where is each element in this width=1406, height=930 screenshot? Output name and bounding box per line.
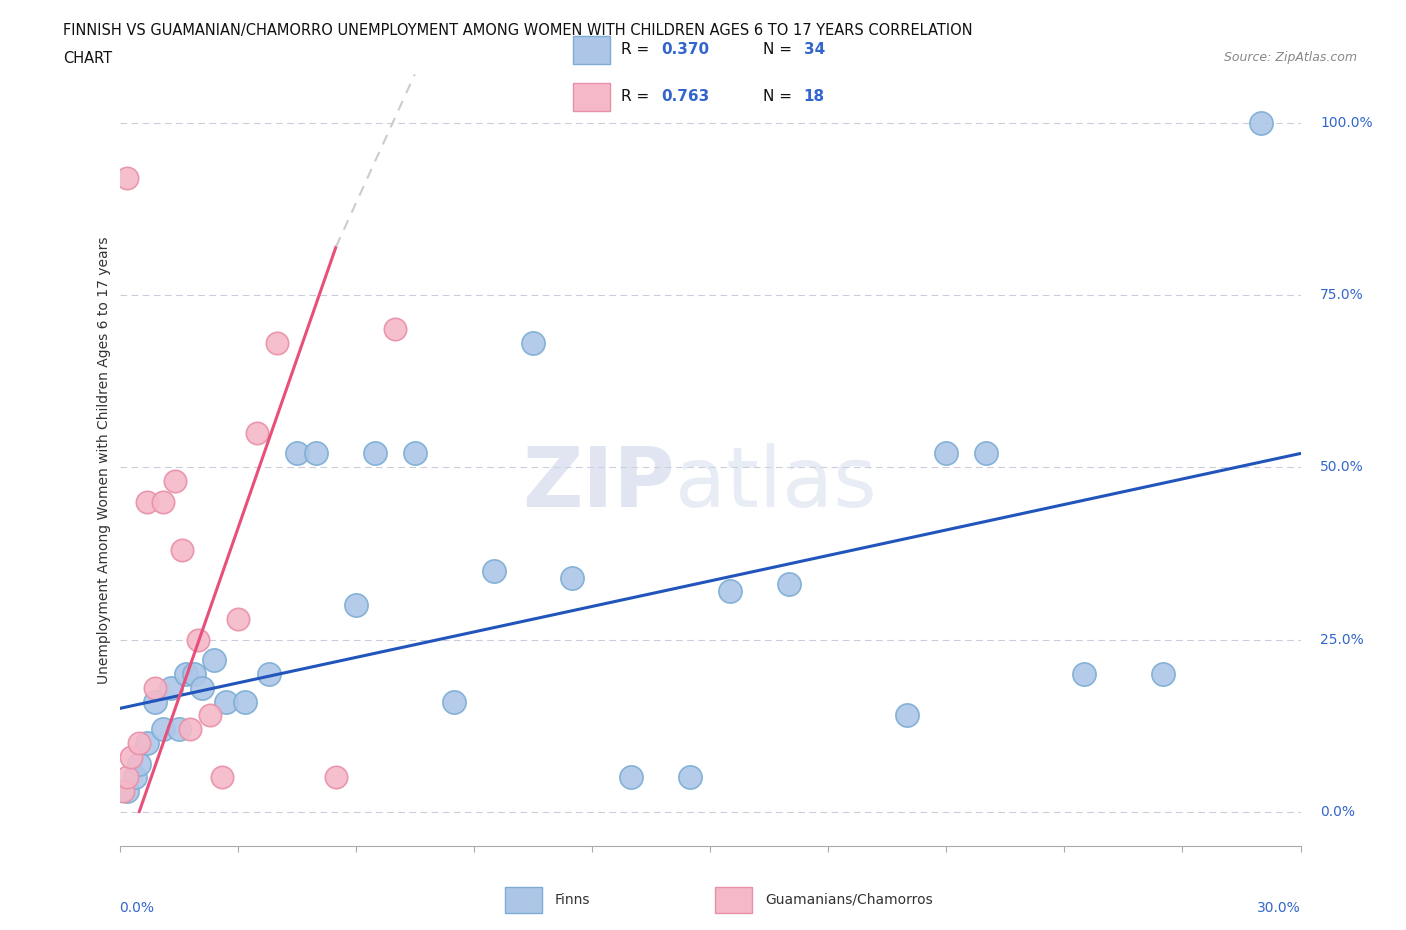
Text: Guamanians/Chamorros: Guamanians/Chamorros (765, 893, 932, 907)
Point (384, 322, 406, 337)
Point (679, 770, 702, 785)
Text: CHART: CHART (63, 51, 112, 66)
Point (778, 577, 800, 591)
Y-axis label: Unemployment Among Women with Children Ages 6 to 17 years: Unemployment Among Women with Children A… (97, 236, 111, 684)
Point (226, 611, 249, 626)
Point (561, 570, 583, 585)
Text: 0.763: 0.763 (661, 89, 710, 104)
Text: Finns: Finns (554, 893, 591, 907)
Text: 18: 18 (804, 89, 825, 104)
Point (285, 446, 308, 461)
Point (1152, 667, 1174, 682)
Point (159, 681, 181, 696)
Point (620, 770, 643, 785)
Text: 0.370: 0.370 (661, 42, 709, 57)
Point (522, 336, 544, 351)
Bar (505, 887, 543, 912)
Text: N =: N = (763, 89, 797, 104)
Text: 0.0%: 0.0% (120, 901, 155, 915)
Point (128, 736, 150, 751)
Point (325, 770, 347, 785)
Point (482, 564, 505, 578)
Point (117, 784, 139, 799)
Point (198, 708, 221, 723)
Point (183, 667, 205, 682)
Point (112, 784, 135, 799)
Point (974, 446, 997, 461)
Point (364, 446, 387, 461)
Point (305, 446, 328, 461)
Point (191, 681, 214, 696)
Point (344, 598, 367, 613)
Text: 50.0%: 50.0% (1320, 460, 1364, 474)
Text: atlas: atlas (675, 443, 876, 524)
Point (187, 632, 209, 647)
Text: 100.0%: 100.0% (1320, 115, 1372, 129)
Point (235, 694, 257, 709)
Point (266, 336, 288, 351)
Point (176, 667, 198, 682)
Point (1073, 667, 1095, 682)
Point (143, 681, 166, 696)
Point (117, 770, 139, 785)
Point (246, 425, 269, 440)
Text: 75.0%: 75.0% (1320, 288, 1364, 302)
Point (1250, 115, 1272, 130)
Bar (574, 35, 610, 64)
Point (152, 494, 174, 509)
Point (124, 770, 146, 785)
Text: N =: N = (763, 42, 797, 57)
Point (128, 756, 150, 771)
Text: FINNISH VS GUAMANIAN/CHAMORRO UNEMPLOYMENT AMONG WOMEN WITH CHILDREN AGES 6 TO 1: FINNISH VS GUAMANIAN/CHAMORRO UNEMPLOYME… (63, 23, 973, 38)
Point (211, 770, 233, 785)
Point (136, 494, 159, 509)
Point (117, 170, 139, 185)
Text: 25.0%: 25.0% (1320, 632, 1364, 646)
Text: ZIP: ZIP (522, 443, 675, 524)
Text: 34: 34 (804, 42, 825, 57)
Point (143, 694, 166, 709)
Text: 30.0%: 30.0% (1257, 901, 1301, 915)
Point (404, 446, 426, 461)
Text: Source: ZipAtlas.com: Source: ZipAtlas.com (1223, 51, 1357, 64)
Point (179, 722, 201, 737)
Point (935, 446, 957, 461)
Point (257, 667, 280, 682)
Point (152, 722, 174, 737)
Text: R =: R = (621, 42, 654, 57)
Point (896, 708, 918, 723)
Point (718, 584, 741, 599)
Point (202, 653, 225, 668)
Text: R =: R = (621, 89, 654, 104)
Text: 0.0%: 0.0% (1320, 804, 1355, 818)
Bar (716, 887, 752, 912)
Point (167, 722, 190, 737)
Bar (574, 83, 610, 112)
Point (215, 694, 238, 709)
Point (136, 736, 159, 751)
Point (163, 473, 186, 488)
Point (120, 750, 142, 764)
Point (172, 542, 194, 557)
Point (443, 694, 465, 709)
